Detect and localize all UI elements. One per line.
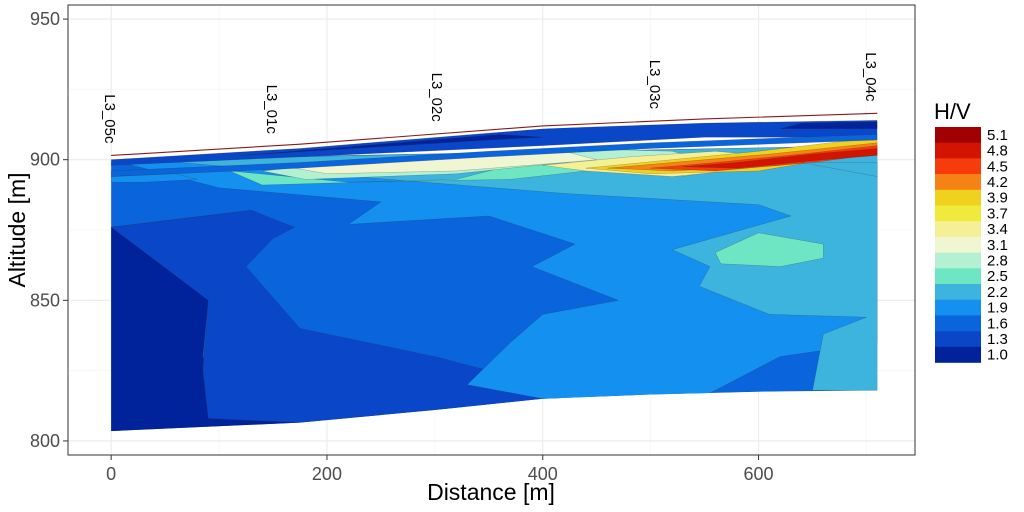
legend-swatch [935,284,981,300]
legend-swatch [935,299,981,316]
x-tick-label: 200 [312,464,342,484]
contour-region-2-5 [715,232,824,267]
legend-label: 3.1 [987,237,1008,254]
x-tick-label: 0 [106,464,116,484]
legend-label: 1.3 [987,331,1008,348]
contour-region-2-2 [801,162,878,177]
legend-label: 2.5 [987,268,1008,285]
station-label: L3_03c [646,60,663,110]
legend-label: 1.0 [987,347,1008,364]
legend-swatch [935,268,981,285]
station-label: L3_04c [862,52,879,102]
legend-swatch [935,221,981,238]
contour-region-4-8 [682,148,878,169]
legend-label: 2.8 [987,252,1008,269]
legend-label: 4.8 [987,143,1008,160]
legend-swatch [935,315,981,332]
contour-region-1-0 [240,134,543,156]
legend-swatch [935,142,981,159]
y-tick-label: 800 [30,431,60,451]
contour-region-1-3 [111,120,878,166]
legend-label: 4.2 [987,174,1008,191]
legend-swatch [935,158,981,175]
legend-label: 3.9 [987,190,1008,207]
station-label: L3_01c [263,85,280,135]
x-tick-label: 600 [744,464,774,484]
axes: 0 200 400 600 800 850 900 950 [30,9,774,484]
legend-label: 1.6 [987,315,1008,332]
legend-label: 3.7 [987,205,1008,222]
legend-label: 2.2 [987,284,1008,301]
contour-region-1-0 [779,121,878,129]
contour-region-1-6 [111,134,878,177]
legend-swatch [935,331,981,348]
legend-swatch [935,252,981,269]
legend-swatch [935,346,981,363]
legend-title: H/V [934,99,971,124]
station-label: L3_02c [428,73,445,123]
topography-profile [111,112,878,157]
legend-label: 4.5 [987,158,1008,175]
x-axis-title: Distance [m] [427,479,555,505]
contour-region-2-2 [143,145,878,391]
station-label: L3_05c [101,94,118,144]
contour-region-4-5 [650,145,878,172]
contour-region-1-9 [111,173,198,183]
y-tick-label: 900 [30,150,60,170]
y-axis-title: Altitude [m] [4,172,30,287]
x-tick-label: 400 [528,464,558,484]
y-tick-label: 850 [30,290,60,310]
legend-swatch [935,127,981,143]
topography-line [111,112,878,157]
legend-swatch [935,174,981,191]
y-tick-label: 950 [30,9,60,29]
contour-region-1-9 [111,145,878,413]
legend-swatch [935,189,981,206]
legend-label: 3.4 [987,221,1008,238]
contour-regions [111,120,878,432]
contour-section [111,120,878,432]
legend-label: 5.1 [987,127,1008,144]
legend-swatch [935,236,981,253]
legend: H/V 5.14.84.54.23.93.73.43.12.82.52.21.9… [934,99,1008,364]
legend-swatch [935,205,981,222]
station-labels: L3_05c L3_01c L3_02c L3_03c L3_04c [101,52,879,144]
plot-border [67,4,916,456]
legend-label: 1.9 [987,300,1008,317]
